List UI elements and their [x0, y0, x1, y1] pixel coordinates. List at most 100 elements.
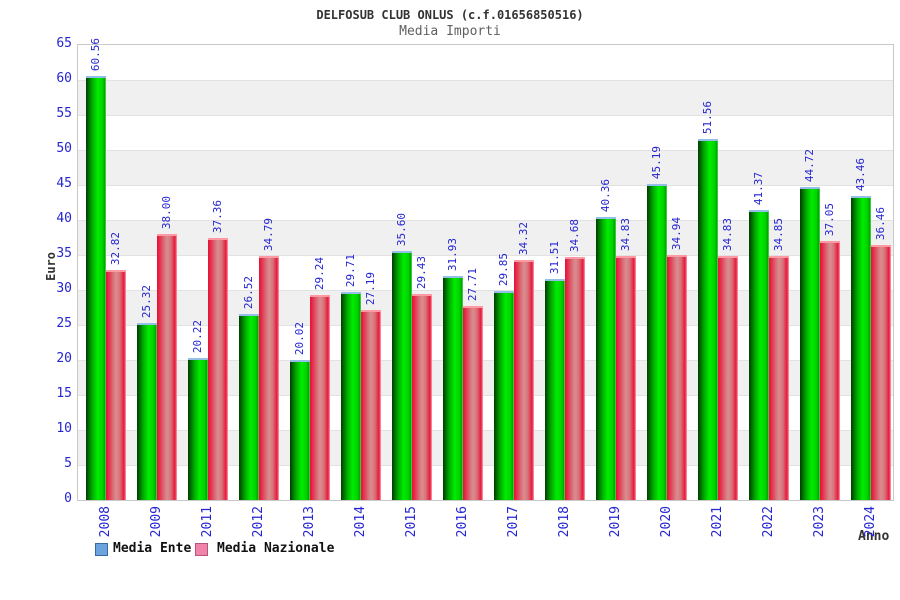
gridline: [78, 115, 893, 116]
y-tick-label: 65: [56, 36, 72, 51]
x-tick-label-2008: 2008: [98, 506, 113, 538]
bar-media-nazionale-2013: [310, 295, 330, 500]
bar-value-label: 27.71: [466, 267, 479, 301]
x-tick-label-2011: 2011: [200, 506, 215, 538]
gridline: [78, 465, 893, 466]
x-tick-label-2023: 2023: [812, 506, 827, 538]
legend-swatch-media-ente: [95, 543, 108, 556]
y-tick-label: 50: [56, 141, 72, 156]
bar-media-ente-2014: [341, 292, 361, 500]
bar-media-ente-2017: [494, 291, 514, 500]
grid-band: [78, 185, 893, 220]
bar-value-label: 34.85: [772, 217, 785, 251]
chart-subtitle: Media Importi: [399, 24, 501, 39]
gridline: [78, 290, 893, 291]
bar-media-nazionale-2011: [208, 238, 228, 500]
bar-media-ente-2016: [443, 276, 463, 500]
bar-value-label: 41.37: [752, 171, 765, 205]
bar-value-label: 34.79: [262, 217, 275, 251]
bar-media-nazionale-2008: [106, 270, 126, 500]
bar-media-nazionale-2019: [616, 256, 636, 500]
gridline: [78, 220, 893, 221]
bar-media-ente-2013: [290, 360, 310, 500]
bar-value-label: 26.52: [242, 275, 255, 309]
bar-media-ente-2019: [596, 217, 616, 500]
y-tick-label: 20: [56, 351, 72, 366]
x-tick-label-2014: 2014: [353, 506, 368, 538]
x-tick-label-2019: 2019: [608, 506, 623, 538]
chart-title: DELFOSUB CLUB ONLUS (c.f.01656850516): [316, 8, 584, 22]
x-tick-label-2012: 2012: [251, 506, 266, 538]
bar-value-label: 20.22: [191, 319, 204, 353]
grid-band: [78, 115, 893, 150]
bar-media-nazionale-2014: [361, 310, 381, 500]
bar-media-nazionale-2012: [259, 256, 279, 500]
bar-value-label: 44.72: [803, 148, 816, 182]
y-tick-label: 45: [56, 176, 72, 191]
gridline: [78, 325, 893, 326]
x-tick-label-2013: 2013: [302, 506, 317, 538]
bar-value-label: 29.85: [497, 252, 510, 286]
y-tick-label: 5: [64, 456, 72, 471]
bar-value-label: 36.46: [874, 206, 887, 240]
x-tick-label-2009: 2009: [149, 506, 164, 538]
gridline: [78, 150, 893, 151]
bar-media-nazionale-2021: [718, 256, 738, 500]
y-tick-label: 55: [56, 106, 72, 121]
bar-value-label: 31.51: [548, 240, 561, 274]
bar-value-label: 29.71: [344, 253, 357, 287]
bar-value-label: 27.19: [364, 271, 377, 305]
bar-media-ente-2021: [698, 139, 718, 500]
x-tick-label-2024: 2024: [863, 506, 878, 538]
bar-media-nazionale-2015: [412, 294, 432, 500]
bar-media-nazionale-2009: [157, 234, 177, 500]
gridline: [78, 360, 893, 361]
y-tick-label: 10: [56, 421, 72, 436]
bar-value-label: 37.05: [823, 202, 836, 236]
y-tick-label: 40: [56, 211, 72, 226]
bar-media-nazionale-2024: [871, 245, 891, 500]
legend-label-media-nazionale: Media Nazionale: [217, 541, 335, 556]
gridline: [78, 395, 893, 396]
y-tick-label: 35: [56, 246, 72, 261]
bar-value-label: 35.60: [395, 212, 408, 246]
bar-media-ente-2024: [851, 196, 871, 500]
bar-value-label: 45.19: [650, 145, 663, 179]
bar-value-label: 38.00: [160, 195, 173, 229]
legend-swatch-media-nazionale: [195, 543, 208, 556]
bar-value-label: 29.43: [415, 255, 428, 289]
bar-media-nazionale-2023: [820, 241, 840, 500]
bar-value-label: 31.93: [446, 237, 459, 271]
y-tick-label: 30: [56, 281, 72, 296]
x-axis-title: Anno: [858, 529, 890, 544]
bar-media-nazionale-2018: [565, 257, 585, 500]
grid-band: [78, 150, 893, 185]
bar-media-ente-2023: [800, 187, 820, 500]
bar-media-ente-2008: [86, 76, 106, 500]
bar-media-nazionale-2016: [463, 306, 483, 500]
gridline: [78, 185, 893, 186]
y-tick-label: 15: [56, 386, 72, 401]
bar-value-label: 43.46: [854, 157, 867, 191]
bar-value-label: 34.32: [517, 221, 530, 255]
gridline: [78, 430, 893, 431]
x-tick-label-2017: 2017: [506, 506, 521, 538]
bar-value-label: 51.56: [701, 100, 714, 134]
bar-value-label: 37.36: [211, 199, 224, 233]
x-tick-label-2018: 2018: [557, 506, 572, 538]
bar-media-ente-2009: [137, 323, 157, 500]
bar-value-label: 32.82: [109, 231, 122, 265]
grid-band: [78, 220, 893, 255]
grid-band: [78, 45, 893, 80]
bar-value-label: 60.56: [89, 37, 102, 71]
legend-label-media-ente: Media Ente: [113, 541, 192, 556]
bar-value-label: 40.36: [599, 178, 612, 212]
bar-value-label: 20.02: [293, 321, 306, 355]
bar-value-label: 34.83: [619, 217, 632, 251]
bar-media-nazionale-2017: [514, 260, 534, 500]
bar-media-ente-2018: [545, 279, 565, 500]
bar-media-ente-2012: [239, 314, 259, 500]
bar-media-ente-2020: [647, 184, 667, 500]
bar-media-ente-2022: [749, 210, 769, 500]
